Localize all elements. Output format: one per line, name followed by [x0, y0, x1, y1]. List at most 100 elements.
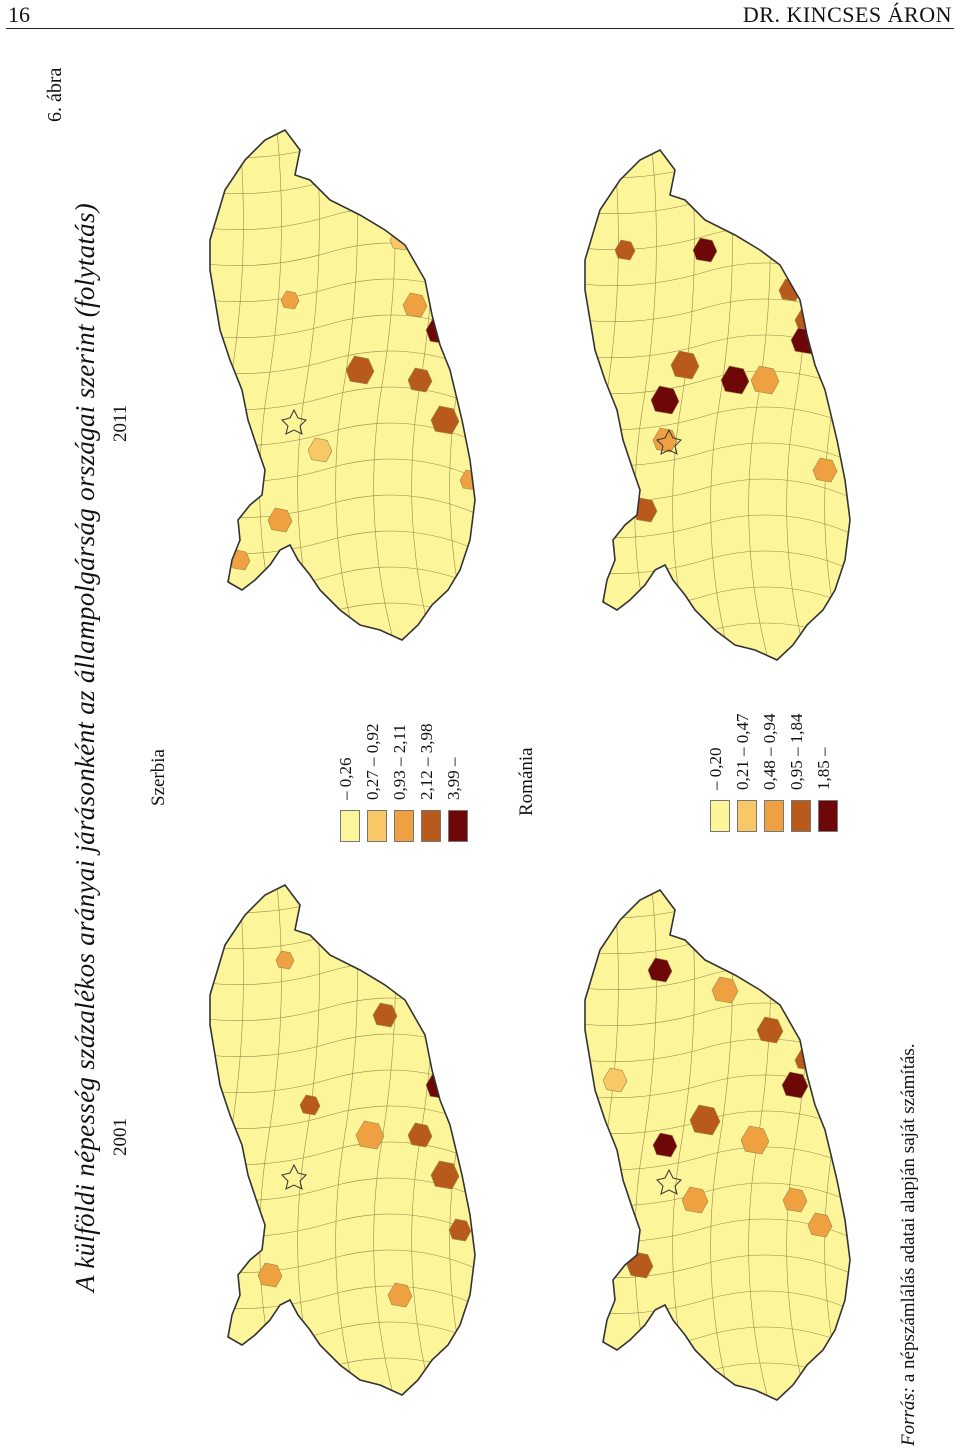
legend-class-label: 0,95 – 1,84	[787, 713, 806, 791]
district-area	[257, 1262, 283, 1288]
district-area	[307, 437, 333, 463]
year-label-2001: 2001	[110, 1118, 131, 1156]
country-border	[209, 883, 476, 1396]
district-border	[634, 150, 658, 660]
legend-title-serbia: Szerbia	[148, 749, 169, 806]
district-area	[807, 1212, 833, 1238]
district-border	[585, 894, 850, 921]
map-romania-2001	[545, 880, 865, 1410]
district-border	[585, 1362, 850, 1389]
legend-swatch	[710, 800, 730, 832]
capital-marker-icon	[656, 1168, 682, 1195]
legend-class-label: 0,48 – 0,94	[760, 713, 779, 791]
map-serbia-2001-svg	[184, 875, 476, 1405]
district-border	[210, 134, 475, 161]
capital-marker-icon	[281, 1163, 307, 1190]
district-area	[345, 355, 375, 385]
district-area	[681, 1186, 709, 1214]
district-border	[210, 602, 475, 629]
district-area	[650, 385, 680, 415]
district-border	[585, 190, 850, 217]
legend-title-romania: Románia	[516, 747, 537, 816]
source-label: Forrás:	[898, 1386, 919, 1446]
district-area	[720, 365, 750, 395]
year-label-2011: 2011	[110, 404, 131, 442]
district-area	[430, 1160, 460, 1190]
page-number: 16	[8, 2, 30, 27]
district-area	[614, 239, 636, 261]
district-area	[602, 1067, 628, 1093]
legend-swatch	[448, 810, 468, 842]
source-text: a népszámlálás adatai alapján saját szám…	[898, 1043, 919, 1383]
legend-class-label: 0,21 – 0,47	[733, 713, 752, 791]
country-border	[584, 888, 851, 1401]
district-area	[402, 292, 428, 318]
legend-class-label: 0,27 – 0,92	[363, 723, 382, 801]
capital-marker-icon	[281, 408, 307, 435]
district-area	[782, 1187, 808, 1213]
country-border	[209, 128, 476, 641]
district-area	[652, 1132, 678, 1158]
district-area	[407, 1122, 433, 1148]
district-border	[559, 880, 581, 1410]
district-border	[585, 622, 850, 649]
legend-swatch	[764, 800, 784, 832]
district-border	[210, 1357, 475, 1384]
district-border	[184, 875, 206, 1405]
figure-title: A külföldi népesség százalékos arányai j…	[70, 202, 100, 1292]
district-area	[267, 507, 293, 533]
map-romania-2011-svg	[559, 140, 851, 670]
map-serbia-2011-svg	[209, 128, 476, 641]
country-fill	[585, 890, 850, 1400]
legend-swatch	[340, 810, 360, 842]
district-area	[781, 1071, 809, 1099]
district-area	[355, 1120, 385, 1150]
district-area	[448, 1218, 472, 1242]
legend-class-label: 1,85 –	[814, 747, 833, 791]
district-border	[585, 154, 850, 181]
district-area	[750, 365, 780, 395]
source-note: Forrás: a népszámlálás adatai alapján sa…	[898, 1043, 920, 1446]
legend-swatch	[394, 810, 414, 842]
map-romania-2011	[545, 140, 865, 670]
district-area	[756, 1016, 784, 1044]
running-head-author: DR. KINCSES ÁRON	[742, 2, 952, 27]
district-area	[711, 976, 739, 1004]
district-border	[210, 925, 475, 952]
district-area	[372, 1002, 398, 1028]
district-area	[280, 290, 300, 310]
map-serbia-2011	[170, 120, 490, 650]
legend-swatch	[367, 810, 387, 842]
legend-class-label: 3,99 –	[444, 757, 463, 801]
legend-swatch	[818, 800, 838, 832]
legend-class-label: 0,93 – 2,11	[390, 724, 409, 800]
country-fill	[585, 150, 850, 660]
legend-class-label: – 0,26	[336, 757, 355, 801]
legend-class-label: 2,12 – 3,98	[417, 723, 436, 801]
district-area	[299, 1094, 321, 1116]
district-area	[692, 237, 718, 263]
legend-swatch	[737, 800, 757, 832]
district-area	[275, 950, 295, 970]
district-area	[670, 350, 700, 380]
district-area	[812, 457, 838, 483]
district-border	[585, 930, 850, 957]
figure-label: 6. ábra	[44, 67, 66, 122]
district-border	[210, 889, 475, 916]
district-border	[559, 140, 581, 670]
district-area	[740, 1125, 770, 1155]
map-romania-2001-svg	[559, 880, 851, 1410]
district-area	[407, 367, 433, 393]
header-rule	[6, 28, 954, 29]
district-area	[459, 469, 475, 491]
district-area	[647, 957, 673, 983]
district-border	[259, 130, 283, 640]
district-border	[210, 170, 475, 197]
legend-swatch	[791, 800, 811, 832]
capital-marker-icon	[656, 428, 682, 455]
district-area	[689, 1104, 721, 1136]
legend-class-label: – 0,20	[706, 747, 725, 791]
map-serbia-2001	[170, 875, 490, 1405]
legend-swatch	[421, 810, 441, 842]
district-area	[430, 405, 460, 435]
